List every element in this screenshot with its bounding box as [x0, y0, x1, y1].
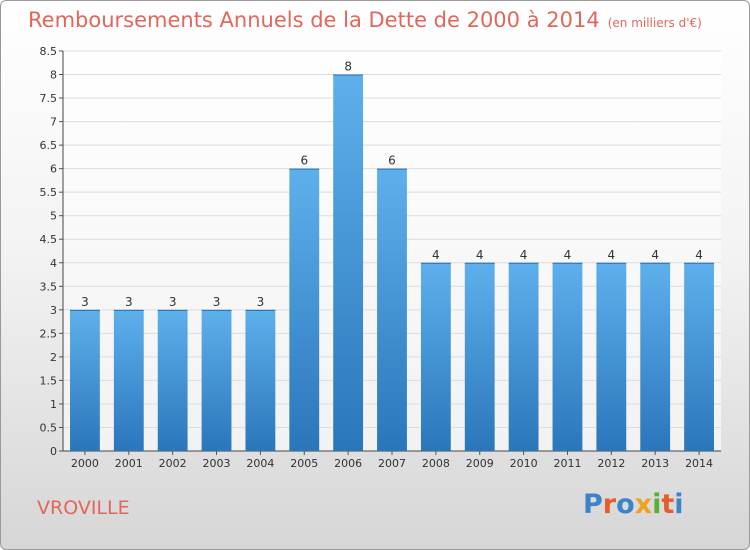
- bar: [552, 262, 583, 451]
- logo-letter: o: [616, 489, 635, 520]
- data-label: 3: [81, 295, 89, 309]
- y-tick-label: 1.5: [40, 374, 58, 387]
- data-label: 4: [476, 248, 484, 262]
- bar: [201, 309, 232, 451]
- data-label: 4: [695, 248, 703, 262]
- bar: [289, 168, 320, 451]
- data-label: 3: [125, 295, 133, 309]
- bar: [420, 262, 451, 451]
- bar: [464, 262, 495, 451]
- x-tick-label: 2000: [71, 457, 99, 470]
- y-tick-label: 7.5: [40, 92, 58, 105]
- bar: [596, 262, 627, 451]
- y-tick-label: 8: [50, 69, 57, 82]
- x-tick-label: 2001: [115, 457, 143, 470]
- x-tick-label: 2005: [290, 457, 318, 470]
- bar: [684, 262, 714, 451]
- y-tick-label: 2.5: [40, 327, 58, 340]
- data-label: 4: [608, 248, 616, 262]
- logo-letter: i: [652, 489, 662, 520]
- x-tick-label: 2010: [510, 457, 538, 470]
- bar: [113, 309, 144, 451]
- x-tick-label: 2014: [685, 457, 713, 470]
- y-tick-label: 4.5: [40, 233, 58, 246]
- data-label: 6: [388, 154, 396, 168]
- data-label: 3: [169, 295, 177, 309]
- data-label: 3: [213, 295, 221, 309]
- logo-letter: i: [674, 489, 684, 520]
- y-tick-label: 7: [50, 116, 57, 129]
- data-label: 6: [300, 154, 308, 168]
- bar: [377, 168, 407, 451]
- logo-letter: x: [634, 489, 653, 520]
- data-label: 4: [520, 248, 528, 262]
- x-tick-label: 2009: [466, 457, 494, 470]
- y-tick-label: 6.5: [40, 139, 58, 152]
- x-tick-label: 2007: [378, 457, 406, 470]
- logo-letter: r: [602, 489, 617, 520]
- bar: [333, 74, 364, 451]
- x-tick-label: 2006: [334, 457, 362, 470]
- data-label: 4: [432, 248, 440, 262]
- x-tick-label: 2002: [159, 457, 187, 470]
- logo-letter: P: [583, 489, 603, 520]
- bar: [157, 309, 188, 451]
- x-tick-label: 2011: [553, 457, 581, 470]
- commune-name: VROVILLE: [37, 497, 130, 519]
- unit-note: (en milliers d'€): [607, 16, 702, 30]
- y-tick-label: 1: [50, 398, 57, 411]
- bar: [640, 262, 671, 451]
- y-tick-label: 4: [50, 257, 57, 270]
- chart-title: Remboursements Annuels de la Dette de 20…: [28, 8, 702, 32]
- bar: [245, 309, 276, 451]
- bar: [70, 309, 100, 451]
- data-label: 3: [257, 295, 265, 309]
- x-tick-label: 2003: [203, 457, 231, 470]
- x-tick-label: 2004: [246, 457, 274, 470]
- logo-letter: t: [661, 489, 675, 520]
- x-tick-label: 2008: [422, 457, 450, 470]
- y-tick-label: 8.5: [40, 45, 58, 58]
- data-label: 8: [344, 60, 352, 74]
- y-tick-label: 0.5: [40, 421, 58, 434]
- bar: [508, 262, 539, 451]
- x-tick-label: 2012: [597, 457, 625, 470]
- y-tick-label: 6: [50, 163, 57, 176]
- y-tick-label: 3: [50, 304, 57, 317]
- x-tick-label: 2013: [641, 457, 669, 470]
- y-tick-label: 5: [50, 210, 57, 223]
- y-tick-label: 2: [50, 351, 57, 364]
- data-label: 4: [651, 248, 659, 262]
- proxiti-logo: Proxiti: [583, 489, 684, 520]
- data-label: 4: [564, 248, 572, 262]
- y-tick-label: 0: [50, 445, 57, 458]
- title-text: Remboursements Annuels de la Dette de 20…: [28, 8, 600, 32]
- y-tick-label: 5.5: [40, 186, 58, 199]
- y-tick-label: 3.5: [40, 280, 58, 293]
